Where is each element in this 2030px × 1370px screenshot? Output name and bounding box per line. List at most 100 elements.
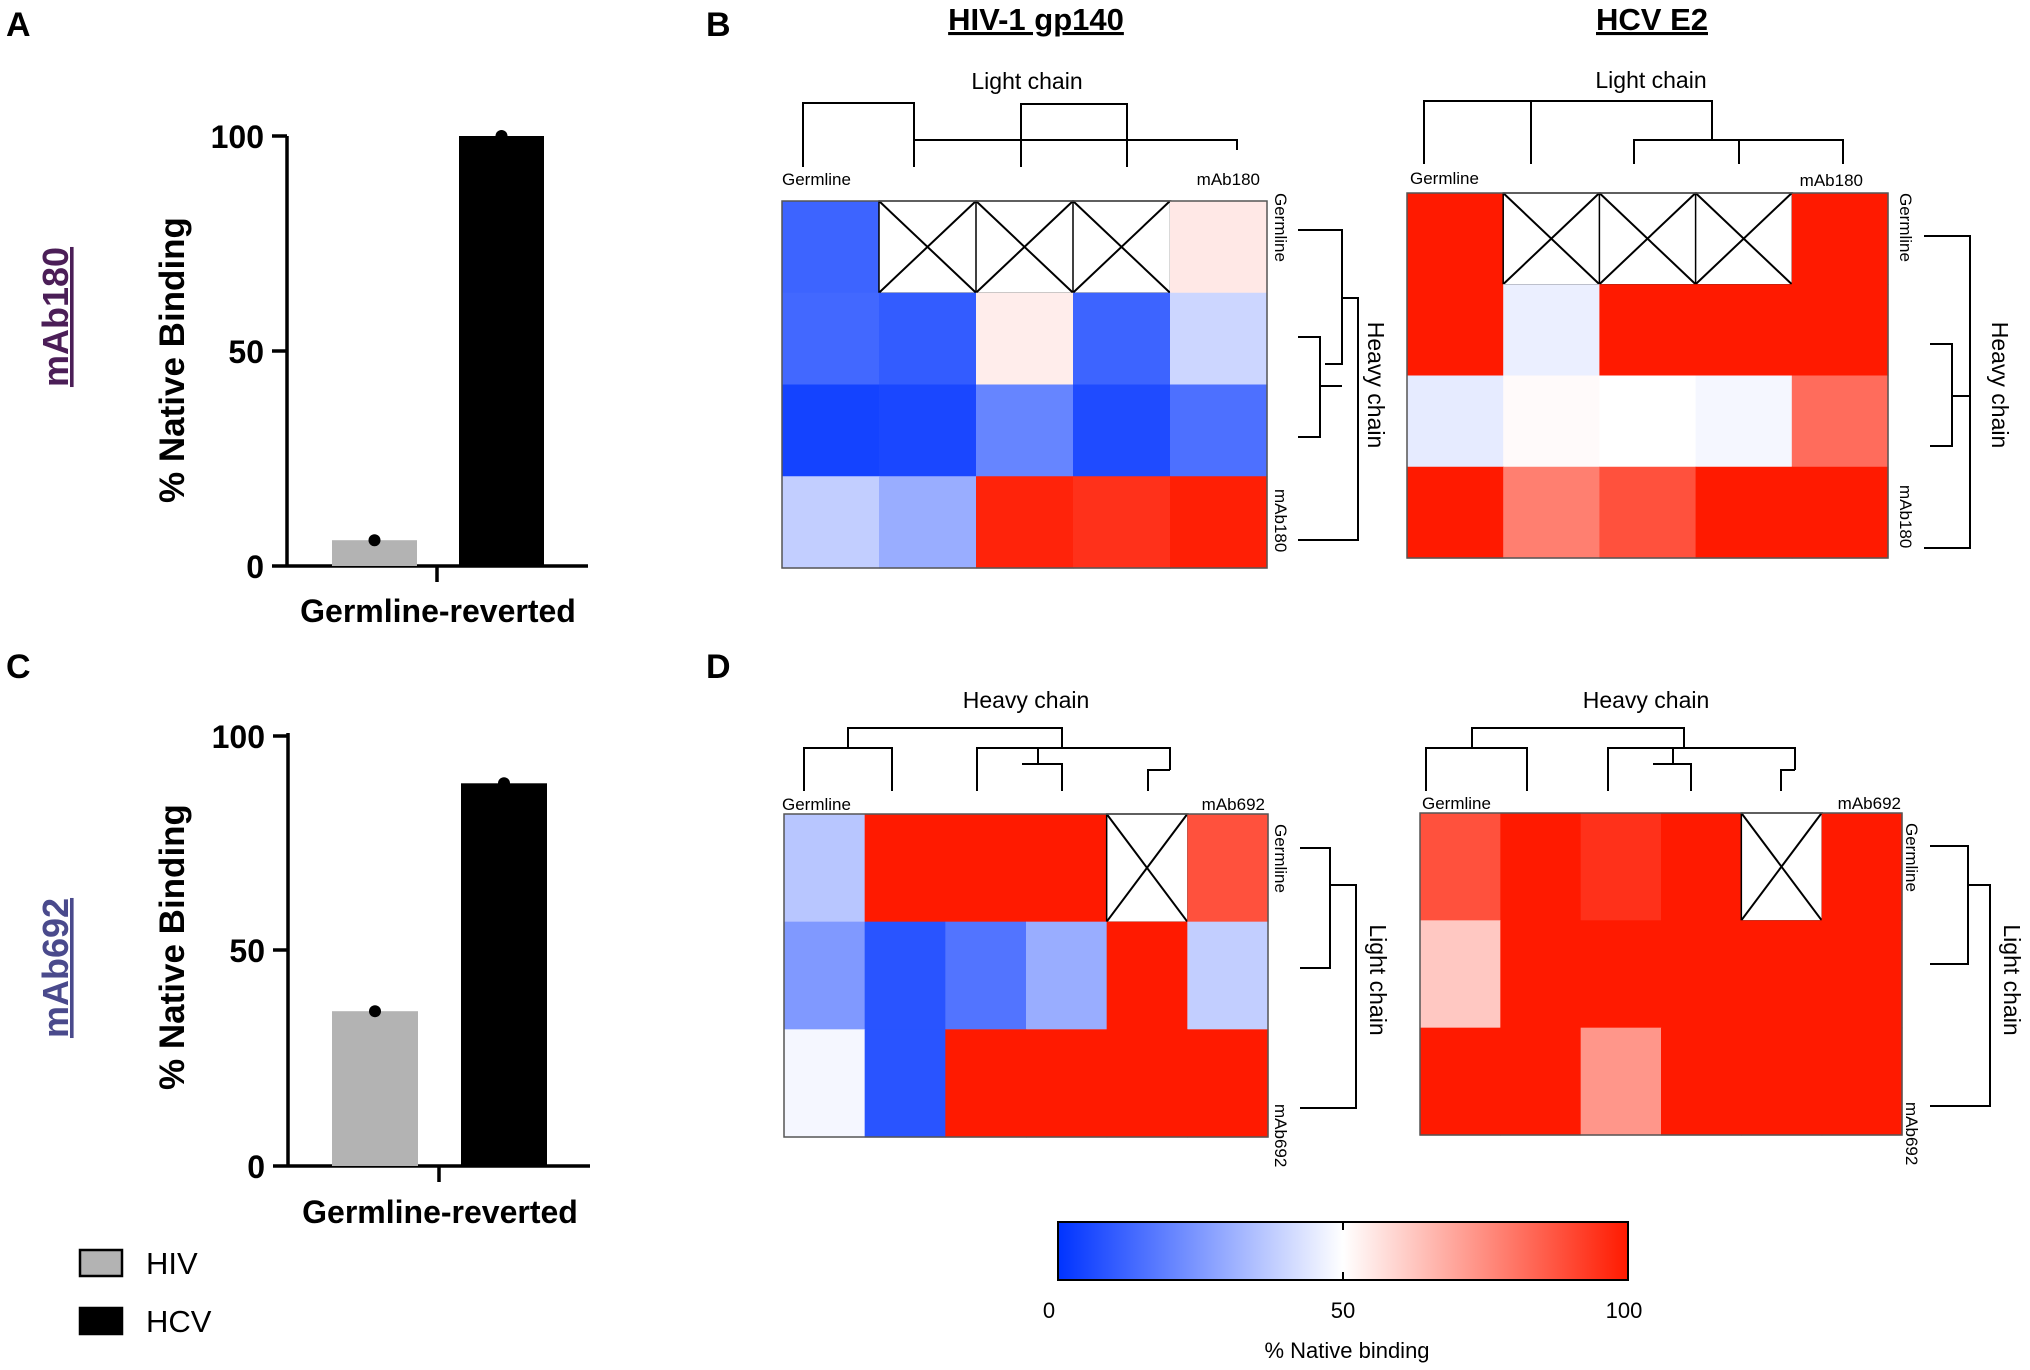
x-axis-label-a: Germline-reverted <box>300 593 576 629</box>
heatmap-d-hcv: Heavy chain Germline mAb692 Germline mAb… <box>1419 687 2025 1165</box>
heatmap-b-hcv: Light chain Germline mAb180 Germline mAb… <box>1406 67 2013 559</box>
y-tick-50-a: 50 <box>228 334 287 370</box>
heatmap-cell-r0-c3 <box>1661 813 1742 921</box>
row-label-last-b-hiv: mAb180 <box>1271 489 1290 552</box>
heatmap-cell-r2-c0 <box>1407 375 1504 468</box>
heatmap-cell-r2-c5 <box>1821 1027 1903 1136</box>
y-tick-label-0-c: 0 <box>247 1149 265 1185</box>
heatmap-cell-r3-c1 <box>879 476 977 569</box>
side-label-mab180: mAb180 <box>35 247 76 387</box>
colorbar-label: % Native binding <box>1264 1338 1429 1363</box>
heatmap-title-hcv: HCV E2 <box>1596 2 1708 37</box>
y-axis-label-a: % Native Binding <box>153 217 192 503</box>
y-tick-label-50-a: 50 <box>228 334 264 370</box>
heatmap-cell-r0-c1 <box>1500 813 1582 921</box>
top-dendrogram-d-hiv <box>803 727 1171 791</box>
heatmap-cell-r1-c4 <box>1741 920 1823 1029</box>
heatmap-missing-mark-r0-c1 <box>878 200 977 294</box>
bar-chart-c: mAb692 % Native Binding 0 50 100 Germlin… <box>35 719 590 1230</box>
colorbar-gradient <box>1057 1221 1629 1281</box>
heatmap-border <box>1419 812 1903 1136</box>
col-label-first-d-hcv: Germline <box>1422 794 1491 813</box>
heatmap-cell-r0-c4 <box>1170 201 1268 294</box>
top-dendrogram-b-hiv <box>802 102 1238 167</box>
heatmap-cell-r1-c3 <box>1026 921 1108 1030</box>
heatmap-cell-r1-c2 <box>1580 920 1662 1029</box>
heatmap-missing-mark-r0-c3 <box>1694 192 1793 285</box>
y-tick-label-100-c: 100 <box>212 719 265 755</box>
dot-hcv-c <box>498 777 510 790</box>
side-dendrogram-label-d-hcv: Light chain <box>1999 924 2025 1035</box>
col-label-first-d-hiv: Germline <box>782 795 851 814</box>
heatmap-cell-r2-c3 <box>1661 1027 1742 1136</box>
heatmap-cell-r3-c4 <box>1791 466 1889 559</box>
side-dendrogram-label-b-hiv: Heavy chain <box>1363 322 1389 449</box>
y-tick-100-c: 100 <box>212 719 288 755</box>
heatmap-cell-r1-c5 <box>1187 921 1269 1030</box>
y-tick-0-c: 0 <box>247 1149 288 1185</box>
heatmap-cell-r2-c4 <box>1791 375 1889 468</box>
side-dendrogram-b-hcv <box>1924 235 1971 549</box>
heatmap-missing-mark-r0-c4 <box>1740 812 1823 921</box>
heatmap-cell-r1-c4 <box>1791 284 1889 377</box>
heatmap-cell-r1-c0 <box>1420 920 1501 1029</box>
side-dendrogram-label-d-hiv: Light chain <box>1365 924 1391 1035</box>
heatmap-cell-r3-c2 <box>1599 466 1697 559</box>
heatmap-cell-r1-c1 <box>1503 284 1600 377</box>
heatmap-cell-r1-c1 <box>1500 920 1582 1029</box>
heatmap-cell-r2-c3 <box>1695 375 1793 468</box>
heatmap-cell-r1-c4 <box>1106 921 1188 1030</box>
heatmap-cell-r2-c0 <box>784 1029 866 1138</box>
heatmap-cell-r2-c3 <box>1073 384 1171 477</box>
bar-hcv-a <box>459 136 544 566</box>
legend-swatch-hiv <box>78 1248 124 1278</box>
colorbar: 0 50 100 % Native binding <box>1043 1221 1642 1363</box>
top-dendrogram-label-b-hiv: Light chain <box>971 68 1082 94</box>
heatmap-cell-r3-c1 <box>1503 466 1600 559</box>
heatmap-cell-r1-c0 <box>1407 284 1504 377</box>
col-label-first-b-hiv: Germline <box>782 170 851 189</box>
top-dendrogram-label-d-hiv: Heavy chain <box>963 687 1090 713</box>
heatmap-cell-r1-c5 <box>1821 920 1903 1029</box>
row-label-last-d-hiv: mAb692 <box>1271 1104 1290 1167</box>
top-dendrogram-d-hcv <box>1425 727 1796 791</box>
row-label-first-b-hiv: Germline <box>1271 193 1290 262</box>
y-tick-label-100-a: 100 <box>211 119 264 155</box>
side-dendrogram-label-b-hcv: Heavy chain <box>1987 322 2013 449</box>
heatmap-cell-r0-c0 <box>1407 193 1504 285</box>
heatmap-cell-r2-c2 <box>1580 1027 1662 1136</box>
dot-hiv-c <box>369 1005 381 1018</box>
bar-hcv-c <box>461 783 547 1166</box>
heatmap-cell-r0-c0 <box>1420 813 1501 921</box>
heatmap-cells-b-hiv <box>781 200 1268 569</box>
heatmap-cell-r2-c4 <box>1106 1029 1188 1138</box>
y-tick-50-c: 50 <box>229 933 288 969</box>
heatmap-cell-r1-c1 <box>864 921 946 1030</box>
heatmap-cells-d-hiv <box>783 813 1269 1138</box>
heatmap-cell-r0-c5 <box>1187 814 1269 923</box>
heatmap-cell-r2-c3 <box>1026 1029 1108 1138</box>
heatmap-cells-b-hcv <box>1406 192 1889 559</box>
heatmap-cell-r1-c2 <box>1599 284 1697 377</box>
heatmap-b-hiv: Light chain Germline mAb180 Germline mAb… <box>781 68 1389 569</box>
side-dendrogram-d-hcv <box>1930 845 1991 1107</box>
side-dendrogram-b-hiv <box>1298 229 1359 541</box>
heatmap-cell-r3-c0 <box>782 476 880 569</box>
legend-label-hiv: HIV <box>146 1246 198 1281</box>
y-tick-label-50-c: 50 <box>229 933 265 969</box>
bar-hiv-c <box>332 1011 418 1166</box>
panel-letter-b: B <box>706 6 731 44</box>
legend-swatch-hcv <box>78 1306 124 1336</box>
col-label-last-d-hcv: mAb692 <box>1838 794 1901 813</box>
col-label-last-d-hiv: mAb692 <box>1202 795 1265 814</box>
heatmap-missing-mark-r0-c4 <box>1105 813 1189 923</box>
heatmap-cell-r3-c3 <box>1695 466 1793 559</box>
x-axis-label-c: Germline-reverted <box>302 1194 578 1230</box>
heatmap-d-hiv: Heavy chain Germline mAb692 Germline mAb… <box>782 687 1391 1167</box>
top-dendrogram-b-hcv <box>1423 100 1844 164</box>
row-label-last-b-hcv: mAb180 <box>1896 485 1915 548</box>
heatmap-cell-r0-c3 <box>1026 814 1108 923</box>
heatmap-cell-r1-c3 <box>1695 284 1793 377</box>
heatmap-cell-r1-c4 <box>1170 292 1268 386</box>
